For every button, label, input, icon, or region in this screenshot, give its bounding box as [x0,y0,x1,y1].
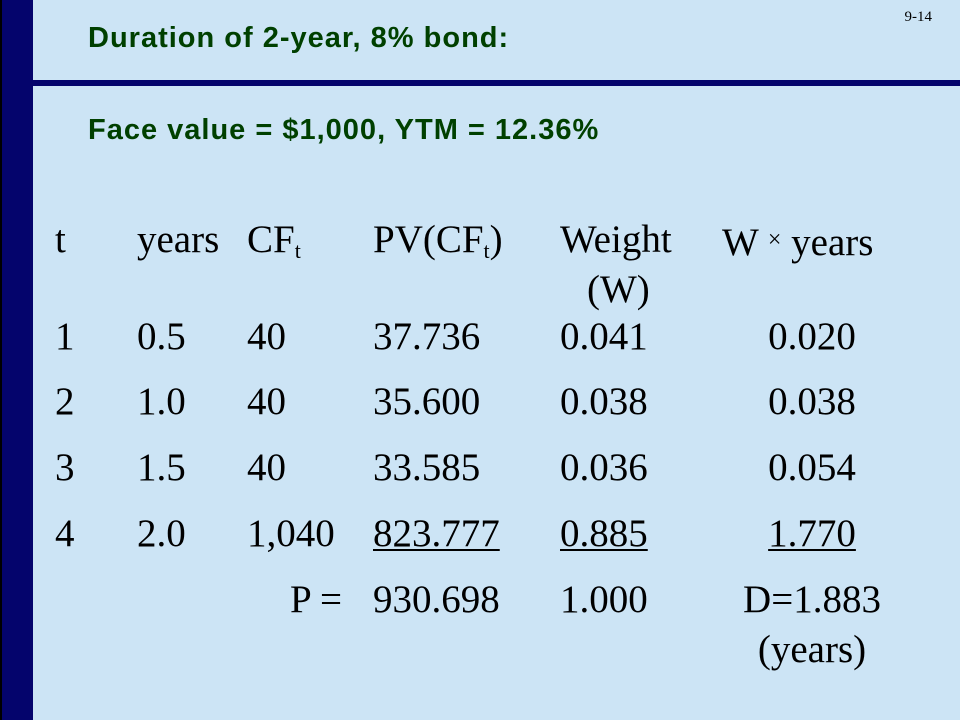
slide-title: Duration of 2-year, 8% bond: [88,22,510,54]
table-cell-w-years-wrap: 1.770 [722,512,902,556]
duration-unit: (years) [757,628,867,671]
header-w-times-years: W × years [722,218,873,265]
table-cell-pv: 33.585 [373,446,481,489]
table-cell-years: 1.0 [137,380,186,423]
table-cell-years: 0.5 [137,315,186,358]
table-cell-w-years: 0.054 [768,446,856,489]
heading-divider [33,80,960,86]
header-pv: PV(CFt) [373,218,503,262]
table-cell-pv: 35.600 [373,380,481,423]
header-weight-symbol: (W) [587,268,650,311]
table-cell-cf: 40 [247,380,286,423]
table-cell-w-years: 0.038 [768,380,856,423]
header-years: years [137,218,220,261]
header-t: t [55,218,66,261]
total-pv: 930.698 [373,578,500,621]
duration-value: D=1.883 [743,578,881,621]
table-cell-weight: 0.041 [560,315,648,358]
table-cell-cf: 40 [247,315,286,358]
table-cell-w-years: 0.020 [768,315,856,358]
times-symbol: × [767,227,782,253]
table-cell-pv: 37.736 [373,315,481,358]
total-weight: 1.000 [560,578,648,621]
table-cell-pv: 823.777 [373,512,500,555]
header-cf-subscript: t [294,238,301,263]
table-cell-cf: 1,040 [247,512,335,555]
table-cell-t: 3 [55,446,75,489]
table-cell-t: 1 [55,315,75,358]
price-label: P = [290,578,342,621]
table-cell-w-years: 1.770 [768,512,856,555]
left-accent-bar [0,0,33,720]
header-pv-open: PV(CF [373,218,484,261]
header-cf: CFt [247,218,301,262]
header-pv-subscript: t [483,238,490,263]
header-cf-text: CF [247,218,295,261]
table-cell-weight: 0.885 [560,512,648,555]
table-cell-years: 1.5 [137,446,186,489]
header-wy-years: years [791,221,874,264]
header-pv-close: ) [489,218,503,261]
header-weight: Weight [560,218,672,261]
table-cell-t: 4 [55,512,75,555]
header-wy-w: W [722,221,759,264]
slide-number: 9-14 [904,9,933,25]
table-cell-cf: 40 [247,446,286,489]
table-cell-t: 2 [55,380,75,423]
table-cell-weight: 0.036 [560,446,648,489]
table-cell-weight: 0.038 [560,380,648,423]
slide-subtitle: Face value = $1,000, YTM = 12.36% [88,114,600,146]
table-cell-years: 2.0 [137,512,186,555]
